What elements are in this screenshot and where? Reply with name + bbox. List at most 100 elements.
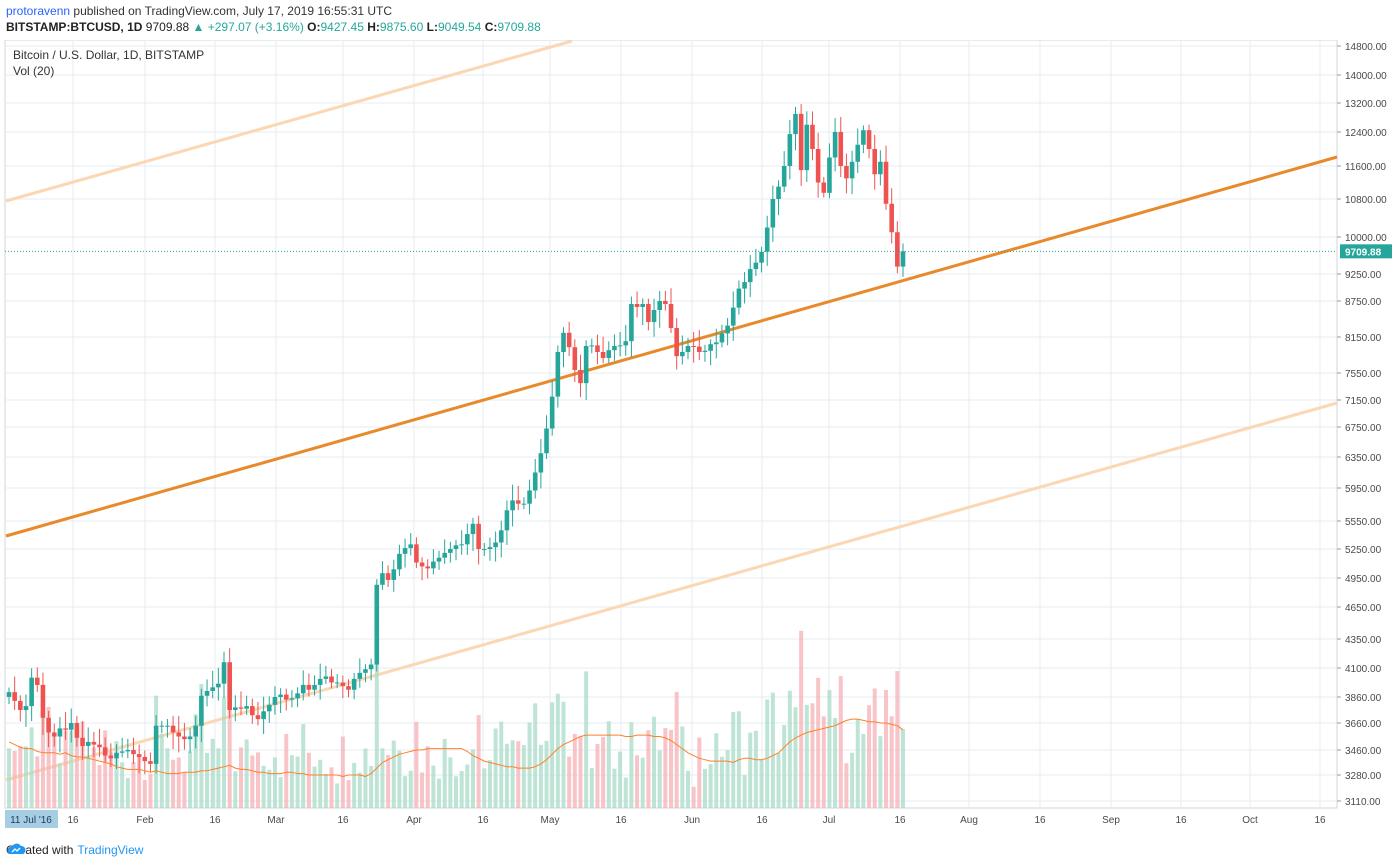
candle-body	[80, 737, 85, 746]
candle-body	[798, 113, 804, 171]
volume-bar	[137, 755, 142, 808]
volume-bar	[255, 752, 260, 808]
volume-bar	[748, 732, 753, 808]
volume-bar	[57, 763, 62, 808]
candle-body	[23, 706, 29, 710]
candle-body	[165, 725, 170, 727]
volume-bar	[572, 733, 577, 808]
candle-body	[810, 124, 815, 149]
volume-bar	[108, 752, 113, 808]
candle-body	[57, 728, 63, 737]
candle-body	[685, 346, 691, 352]
candle-body	[589, 345, 595, 347]
volume-bar	[205, 752, 210, 808]
candle-body	[368, 664, 374, 670]
volume-bar	[431, 765, 436, 808]
candle-body	[334, 682, 340, 684]
volume-bar	[329, 767, 334, 808]
volume-bar	[7, 748, 11, 808]
volume-bar	[714, 733, 719, 808]
candle-body	[510, 500, 515, 511]
volume-bar	[618, 751, 623, 808]
volume-bar	[86, 756, 91, 808]
candle-body	[63, 728, 68, 730]
volume-bar	[352, 762, 357, 808]
candle-body	[29, 677, 34, 707]
volume-bar	[470, 749, 475, 808]
candle-body	[221, 662, 227, 684]
time-axis-label: 16	[477, 815, 489, 826]
candle-body	[708, 344, 713, 351]
volume-bar	[538, 744, 543, 808]
volume-bar	[408, 770, 413, 808]
volume-bar	[742, 775, 747, 808]
candle-body	[804, 124, 810, 171]
candle-body	[583, 346, 589, 384]
candle-body	[815, 149, 821, 183]
volume-bar	[340, 736, 345, 808]
volume-bar	[765, 699, 770, 808]
candle-body	[91, 741, 97, 745]
price-axis-label: 4350.00	[1345, 635, 1382, 646]
candle-body	[40, 684, 46, 718]
candle-body	[555, 352, 561, 397]
volume-bar	[884, 690, 889, 808]
volume-bar	[97, 765, 102, 808]
chart-area[interactable]: 14800.00 14000.00 13200.00 12400.00 11600.00…	[0, 40, 1400, 834]
candle-body	[402, 548, 408, 554]
candle-body	[459, 544, 464, 546]
volume-bar	[652, 716, 657, 808]
tradingview-brand[interactable]: TradingView	[77, 843, 144, 857]
volume-bar	[142, 779, 147, 808]
volume-bar	[459, 771, 464, 808]
candle-body	[250, 706, 255, 716]
candle-body	[244, 706, 249, 709]
candle-body	[697, 346, 702, 352]
candle-body	[51, 732, 57, 737]
candle-body	[736, 288, 742, 308]
volume-bar	[91, 747, 96, 808]
volume-bar	[680, 726, 685, 808]
candle-body	[397, 553, 402, 570]
price-axis-label: 3660.00	[1345, 719, 1382, 730]
volume-bar	[844, 763, 849, 808]
price-axis-label: 8750.00	[1345, 297, 1382, 308]
volume-bar	[272, 757, 277, 808]
price-axis-label: 4650.00	[1345, 603, 1382, 614]
volume-bar	[188, 751, 193, 808]
candle-body	[283, 694, 289, 700]
candle-body	[182, 736, 187, 740]
time-axis-label: Jul	[823, 815, 836, 826]
volume-bar	[612, 768, 617, 808]
volume-bar	[301, 724, 306, 808]
candle-body	[136, 754, 142, 757]
time-axis-label: 16	[894, 815, 906, 826]
candle-body	[838, 132, 844, 166]
candle-body	[487, 547, 493, 549]
footer: Created with TradingView	[6, 843, 143, 857]
candle-body	[640, 304, 646, 307]
volume-bar	[606, 721, 611, 808]
volume-bar	[12, 750, 17, 808]
volume-bar	[816, 677, 821, 808]
candle-body	[623, 341, 629, 346]
candle-body	[600, 352, 606, 358]
candle-body	[527, 490, 532, 504]
candle-body	[730, 307, 736, 326]
volume-bar	[176, 757, 181, 808]
candle-body	[385, 573, 391, 580]
volume-bar	[448, 757, 453, 808]
candle-body	[781, 166, 787, 187]
volume-bar	[697, 737, 702, 808]
author-link[interactable]: protoravenn	[6, 4, 71, 18]
volume-bar	[403, 776, 408, 808]
price-chart[interactable]: 14800.00 14000.00 13200.00 12400.00 11600.00…	[0, 40, 1400, 834]
high-value: 9875.60	[379, 20, 424, 34]
candle-body	[74, 723, 80, 738]
candle-body	[374, 584, 380, 665]
candle-body	[204, 690, 210, 696]
candle-body	[770, 199, 776, 228]
candle-body	[323, 676, 329, 679]
candle-body	[476, 523, 481, 549]
volume-bar	[295, 756, 300, 808]
